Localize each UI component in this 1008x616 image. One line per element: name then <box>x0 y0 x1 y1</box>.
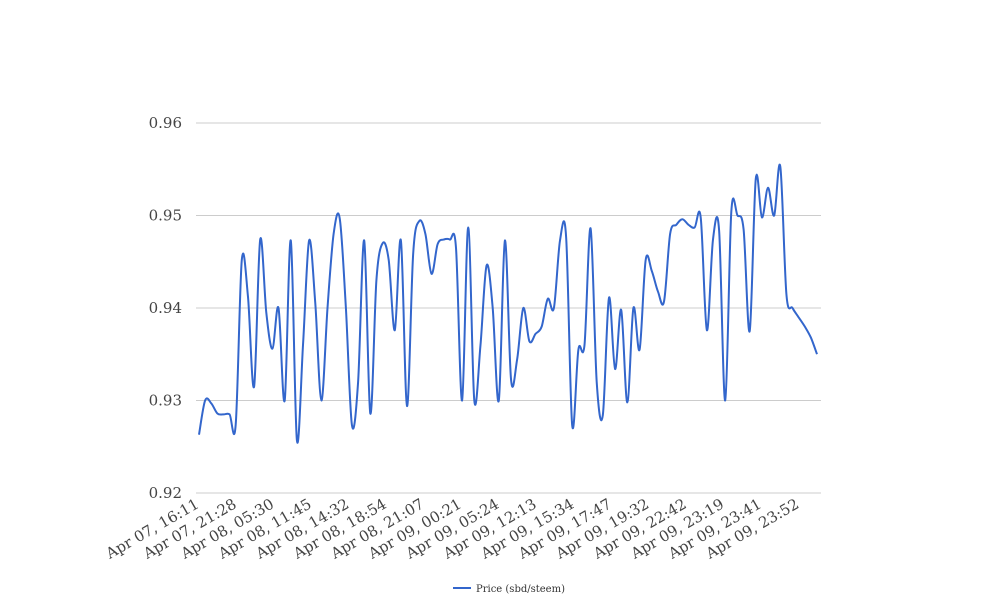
y-tick-label: 0.93 <box>149 392 182 410</box>
y-tick-label: 0.95 <box>149 207 182 225</box>
y-tick-label: 0.94 <box>149 299 182 317</box>
y-axis-tick-labels: 0.92 0.93 0.94 0.95 0.96 <box>149 114 182 502</box>
y-tick-label: 0.96 <box>149 114 182 132</box>
legend-label-price: Price (sbd/steem) <box>476 584 565 595</box>
series-lines <box>198 163 818 444</box>
series-line-price <box>198 163 818 444</box>
legend: Price (sbd/steem) <box>453 584 565 595</box>
y-tick-label: 0.92 <box>149 484 182 502</box>
